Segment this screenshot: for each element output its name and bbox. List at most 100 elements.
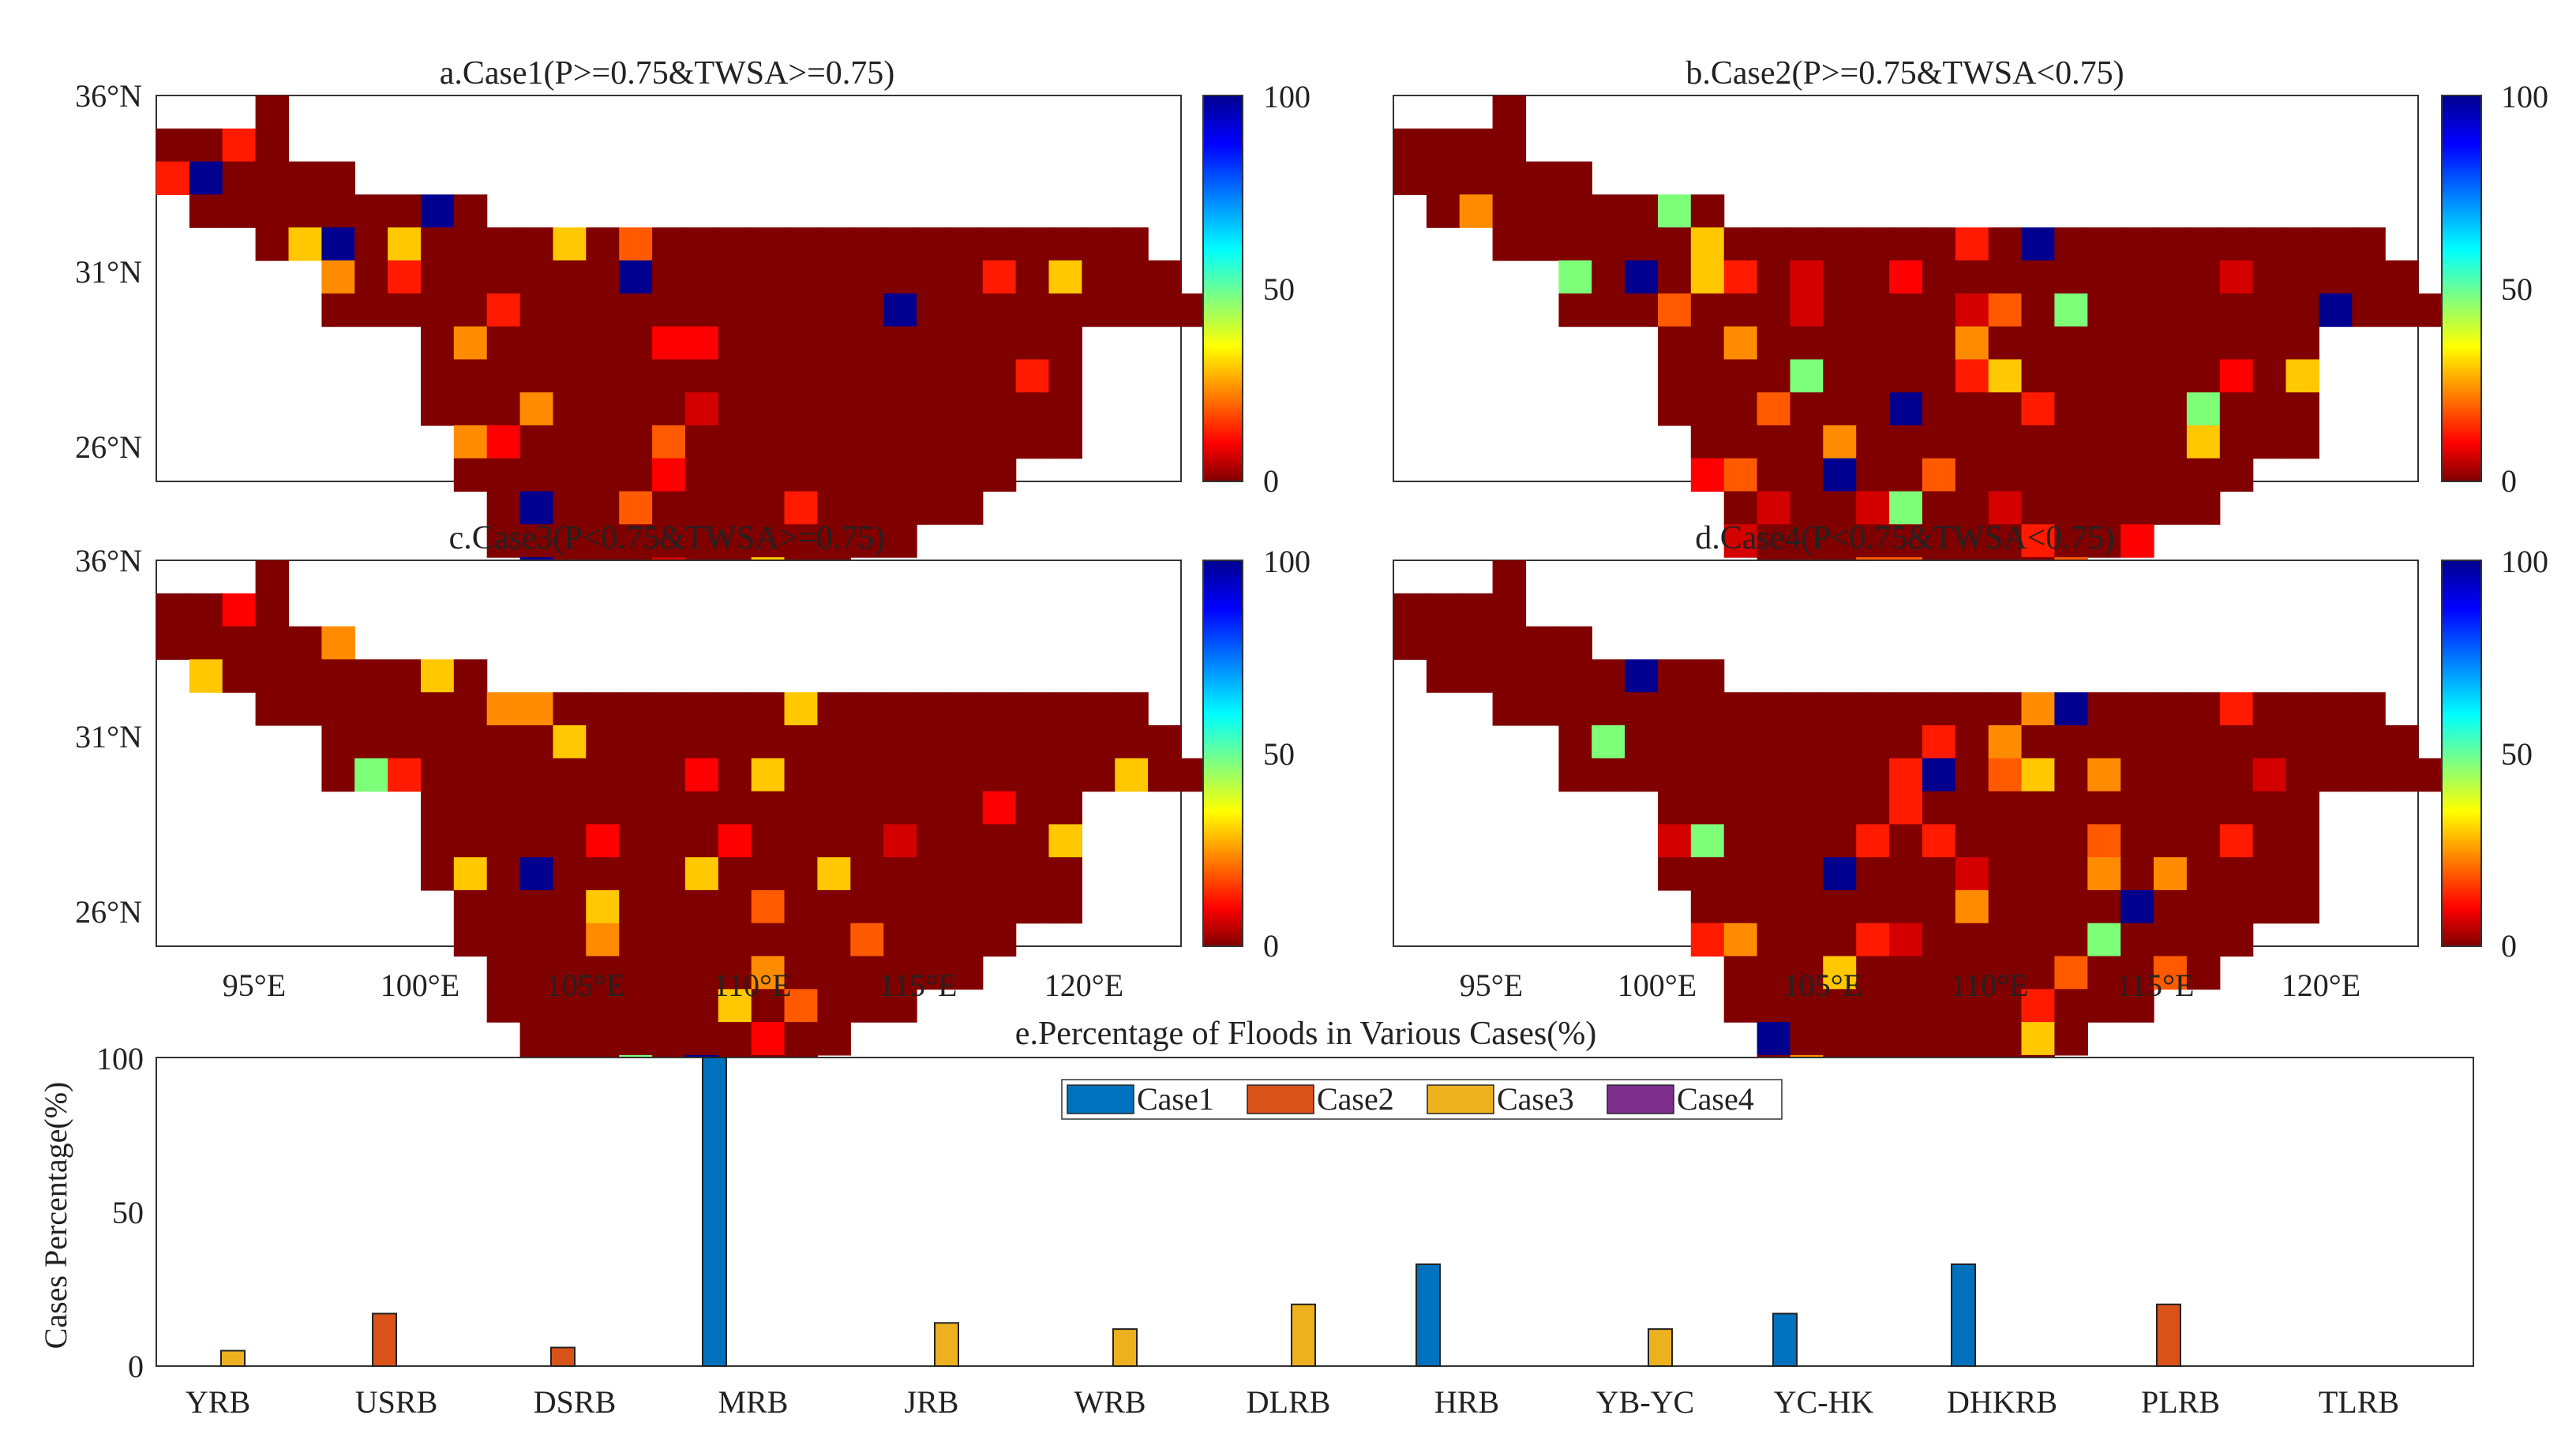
map-grid-cell (1790, 989, 1824, 1023)
map-grid-cell (2021, 293, 2055, 328)
map-grid-cell (1558, 626, 1592, 660)
map-grid-cell (817, 425, 851, 459)
map-grid-cell (817, 392, 851, 426)
map-grid-cell (2054, 725, 2088, 759)
map-grid-cell (1823, 293, 1857, 328)
map-grid-cell (486, 989, 521, 1023)
map-grid-cell (421, 725, 455, 759)
map-grid-cell (784, 989, 818, 1023)
map-grid-cell (2252, 359, 2287, 393)
map-grid-cell (2021, 791, 2055, 825)
map-grid-cell (288, 227, 322, 261)
map-grid-cell (1558, 692, 1592, 726)
lon-label-115: 115°E (879, 968, 958, 1003)
colorbar-tick-50: 50 (2501, 736, 2533, 772)
x-tick-label-dlrb: DLRB (1247, 1384, 1331, 1420)
map-grid-cell (1723, 227, 1758, 261)
map-grid-cell (486, 791, 521, 825)
map-grid-cell (751, 392, 786, 426)
map-grid-cell (388, 758, 422, 792)
map-grid-cell (751, 458, 786, 492)
map-grid-cell (1048, 293, 1082, 328)
map-grid-cell (222, 626, 257, 660)
x-tick-label-jrb: JRB (905, 1384, 959, 1420)
map-grid-cell (1955, 524, 1989, 558)
map-grid-cell (1015, 791, 1050, 825)
map-grid-cell (619, 824, 653, 858)
map-grid-cell (1922, 692, 1956, 726)
map-grid-cell (1393, 161, 1427, 195)
colorbar-d (2441, 560, 2482, 947)
map-grid-cell (1823, 524, 1857, 558)
map-grid-cell (453, 425, 488, 459)
map-grid-cell (1988, 758, 2023, 792)
map-grid-cell (2054, 260, 2088, 294)
map-grid-cell (1922, 1022, 1956, 1056)
map-grid-cell (784, 758, 818, 792)
map-grid-cell (684, 458, 719, 492)
map-grid-cell (1757, 758, 1791, 792)
map-grid-cell (817, 791, 851, 825)
map-grid-cell (519, 923, 554, 957)
map-grid-cell (189, 659, 223, 693)
map-grid-cell (949, 359, 984, 393)
x-tick-label-yc-hk: YC-HK (1774, 1384, 1874, 1420)
map-grid-cell (1592, 260, 1625, 294)
colorbar-tick-50: 50 (1263, 271, 1295, 307)
map-grid-cell (1592, 293, 1625, 328)
map-grid-cell (684, 758, 719, 792)
map-grid-cell (1115, 260, 1149, 294)
map-grid-cell (1426, 161, 1460, 195)
map-grid-cell (486, 889, 521, 924)
map-grid-cell (586, 392, 620, 426)
map-grid-cell (2154, 359, 2188, 393)
map-grid-cell (1525, 227, 1559, 261)
map-grid-cell (2120, 524, 2154, 558)
map-grid-cell (982, 725, 1017, 759)
map-grid-cell (784, 425, 818, 459)
map-grid-cell (2219, 692, 2254, 726)
lat-label-31: 31°N (75, 719, 142, 754)
map-grid-cell (982, 458, 1017, 492)
map-grid-cell (1790, 824, 1824, 858)
map-grid-cell (2219, 227, 2254, 261)
map-grid-cell (784, 359, 818, 393)
map-grid-cell (1426, 626, 1460, 660)
bar-case1-mrb (702, 1057, 727, 1367)
map-grid-cell (2054, 425, 2088, 459)
map-grid-cell (2154, 824, 2188, 858)
map-grid-cell (684, 857, 719, 891)
map-grid-cell (751, 293, 786, 328)
map-grid-cell (619, 425, 653, 459)
map-grid-cell (2021, 923, 2055, 957)
map-grid-cell (189, 161, 223, 195)
map-grid-cell (817, 227, 851, 261)
map-grid-cell (2021, 857, 2055, 891)
map-grid-cell (2021, 227, 2055, 261)
map-grid-cell (2186, 824, 2221, 858)
map-grid-cell (817, 524, 851, 558)
map-grid-cell (751, 524, 786, 558)
map-grid-cell (1723, 857, 1758, 891)
map-grid-cell (453, 359, 488, 393)
map-grid-cell (1790, 524, 1824, 558)
map-grid-cell (652, 989, 686, 1023)
map-grid-cell (2087, 227, 2121, 261)
map-grid-cell (2186, 260, 2221, 294)
map-grid-cell (1558, 725, 1592, 759)
map-grid-cell (949, 758, 984, 792)
map-grid-cell (519, 524, 554, 558)
map-grid-cell (1426, 593, 1460, 627)
map-grid-cell (850, 326, 884, 360)
bar-chart-e: e.Percentage of Floods in Various Cases(… (38, 1016, 2474, 1420)
map-grid-cell (2352, 293, 2386, 328)
map-grid-cell (1658, 326, 1692, 360)
map-grid-cell (1492, 692, 1527, 726)
map-grid-cell (1856, 956, 1890, 990)
map-grid-cell (321, 260, 355, 294)
map-grid-cell (718, 758, 752, 792)
map-grid-cell (1459, 626, 1494, 660)
map-grid-cell (2120, 923, 2154, 957)
map-grid-cell (1492, 95, 1527, 129)
lon-label-115: 115°E (2117, 968, 2195, 1003)
